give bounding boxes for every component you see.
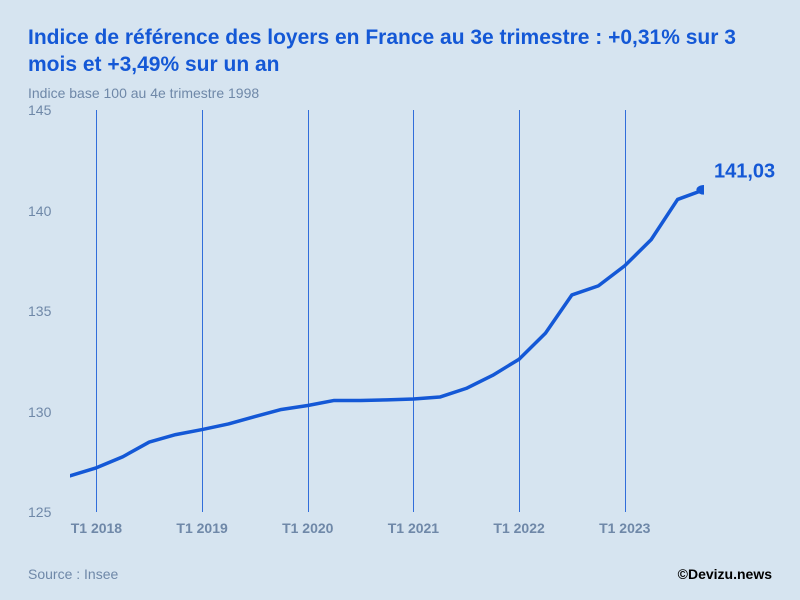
y-axis: 125130135140145	[28, 110, 68, 512]
gridline-vertical	[96, 110, 97, 512]
gridline-vertical	[519, 110, 520, 512]
end-value-label: 141,03	[714, 160, 775, 183]
chart-subtitle: Indice base 100 au 4e trimestre 1998	[28, 85, 772, 101]
x-tick: T1 2021	[388, 520, 439, 536]
credit-text: ©Devizu.news	[678, 566, 772, 582]
gridline-vertical	[202, 110, 203, 512]
x-tick: T1 2023	[599, 520, 650, 536]
chart-title: Indice de référence des loyers en France…	[28, 24, 772, 79]
y-tick: 145	[28, 102, 66, 118]
x-axis: T1 2018 T1 2019 T1 2020 T1 2021 T1 2022 T1 20…	[70, 516, 704, 540]
data-line	[70, 190, 704, 476]
gridline-vertical	[308, 110, 309, 512]
chart-footer: Source : Insee ©Devizu.news	[28, 566, 772, 582]
gridline-vertical	[625, 110, 626, 512]
gridline-vertical	[413, 110, 414, 512]
x-tick: T1 2020	[282, 520, 333, 536]
y-tick: 130	[28, 404, 66, 420]
y-tick: 125	[28, 504, 66, 520]
y-tick: 135	[28, 303, 66, 319]
line-svg	[70, 110, 704, 512]
plot-area	[70, 110, 704, 512]
source-text: Source : Insee	[28, 566, 118, 582]
x-tick: T1 2018	[71, 520, 122, 536]
x-tick: T1 2022	[493, 520, 544, 536]
chart-area: 125130135140145 T1 2018T1 2019T1 2020T1 …	[28, 110, 772, 540]
y-tick: 140	[28, 203, 66, 219]
x-tick: T1 2019	[176, 520, 227, 536]
